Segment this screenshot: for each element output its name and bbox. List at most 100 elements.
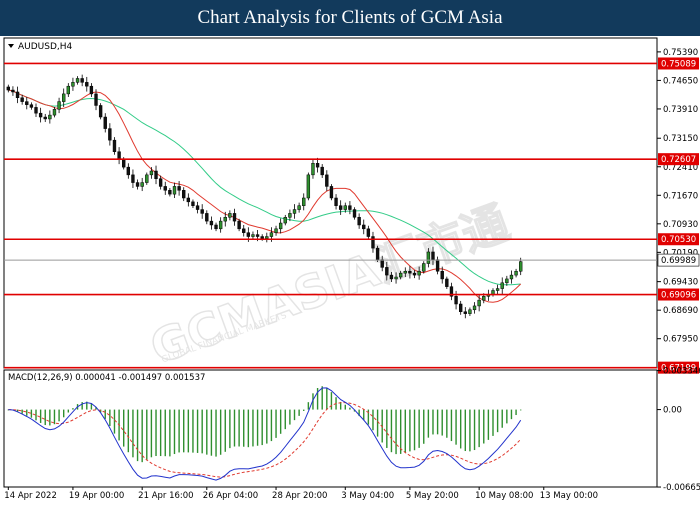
macd-histogram-bar — [303, 409, 305, 411]
bearish-candle — [366, 228, 371, 237]
macd-histogram-bar — [376, 409, 379, 437]
price-y-tick-label: 0.74650 — [663, 76, 698, 86]
macd-main-line — [8, 387, 522, 481]
bearish-candle — [255, 234, 260, 237]
macd-histogram-bar — [81, 402, 83, 410]
macd-histogram-bar — [229, 409, 231, 449]
macd-signal-line — [8, 402, 522, 478]
x-tick-label: 3 May 04:00 — [341, 491, 394, 500]
macd-histogram-bar — [243, 409, 245, 447]
macd-pane: MACD(12,26,9) 0.000041 -0.001497 0.00153… — [3, 367, 700, 493]
bearish-candle — [329, 186, 334, 199]
bullish-candle — [468, 309, 472, 314]
bearish-candle — [94, 93, 98, 106]
price-y-tick-label: 0.71670 — [663, 191, 698, 201]
bearish-candle — [6, 86, 10, 91]
macd-histogram-bar — [183, 409, 185, 453]
bullish-candle — [292, 209, 297, 214]
macd-y-tick-label: -0.006653 — [663, 483, 700, 493]
title-banner: Chart Analysis for Clients of GCM Asia — [0, 0, 700, 36]
bullish-candle — [149, 170, 154, 176]
bearish-candle — [126, 166, 131, 176]
banner-title: Chart Analysis for Clients of GCM Asia — [197, 7, 503, 28]
bullish-candle — [274, 228, 278, 233]
macd-histogram-bar — [256, 409, 259, 446]
macd-histogram-bar — [436, 409, 439, 435]
macd-histogram-bar — [501, 409, 503, 428]
bearish-candle — [325, 174, 329, 187]
price-level-badge — [658, 288, 699, 301]
bullish-candle — [403, 270, 407, 274]
bullish-candle — [306, 174, 311, 199]
bullish-candle — [283, 217, 287, 224]
price-y-tick-label: 0.73150 — [663, 134, 698, 144]
bearish-candle — [122, 159, 126, 168]
bearish-candle — [98, 105, 103, 118]
price-y-tick-label: 0.75390 — [663, 48, 698, 58]
bearish-candle — [362, 224, 366, 230]
bearish-candle — [348, 205, 352, 210]
bearish-candle — [89, 85, 94, 95]
macd-histogram-bar — [266, 409, 268, 444]
bearish-candle — [168, 190, 172, 195]
macd-histogram-bar — [519, 409, 522, 411]
macd-histogram-bar — [427, 409, 430, 438]
bullish-candle — [343, 205, 347, 210]
price-level-label: 0.69096 — [661, 291, 696, 301]
x-tick-label: 13 May 00:00 — [540, 491, 598, 500]
macd-histogram-bar — [26, 409, 28, 416]
bearish-candle — [440, 270, 444, 280]
price-y-tick-label: 0.70930 — [663, 220, 698, 230]
current-price-badge — [657, 253, 700, 267]
macd-histogram-bar — [127, 409, 130, 453]
macd-histogram-bar — [123, 409, 125, 447]
macd-histogram-bar — [298, 409, 300, 416]
bearish-candle — [80, 78, 84, 83]
macd-histogram-bar — [252, 409, 254, 447]
bullish-candle — [218, 220, 223, 230]
macd-histogram-bar — [455, 409, 457, 445]
macd-histogram-bar — [326, 387, 328, 410]
bearish-candle — [29, 104, 34, 108]
bearish-candle — [232, 213, 237, 222]
chart-svg: GCMASIA汇市通 GLOBAL FINANCIAL MARKETS AUDU… — [3, 37, 700, 501]
bullish-candle — [228, 213, 232, 218]
bearish-candle — [431, 251, 435, 260]
bearish-candle — [357, 217, 361, 226]
x-tick-label: 19 Apr 00:00 — [69, 491, 124, 500]
macd-histogram-bar — [381, 409, 383, 443]
macd-histogram-bar — [510, 409, 513, 420]
bullish-candle — [514, 270, 518, 276]
bullish-candle — [145, 174, 149, 183]
symbol-label: AUDUSD,H4 — [18, 42, 73, 52]
macd-histogram-bar — [330, 392, 333, 410]
bearish-candle — [352, 209, 357, 218]
price-pane: AUDUSD,H4 0.75390 0.74650 0.73910 0.73150 0.7… — [3, 37, 700, 374]
macd-histogram-bar — [478, 409, 480, 448]
macd-histogram-bar — [58, 409, 60, 422]
price-level-label: 0.67199 — [661, 364, 696, 374]
bullish-candle — [311, 163, 315, 176]
chart-area: GCMASIA汇市通 GLOBAL FINANCIAL MARKETS AUDU… — [0, 36, 700, 501]
x-tick-label: 5 May 20:00 — [406, 491, 459, 500]
macd-histogram-bar — [21, 409, 23, 414]
macd-histogram-bar — [284, 409, 286, 430]
bearish-candle — [38, 112, 43, 118]
macd-histogram-bar — [90, 403, 93, 410]
price-level-badge — [658, 153, 699, 166]
bearish-candle — [371, 236, 375, 249]
macd-histogram-bar — [150, 409, 153, 458]
macd-label: MACD(12,26,9) 0.000041 -0.001497 0.00153… — [8, 373, 205, 383]
bullish-candle — [505, 278, 509, 284]
macd-histogram-bar — [169, 409, 171, 457]
macd-histogram-bar — [35, 409, 37, 421]
bearish-candle — [375, 247, 380, 260]
macd-histogram-bar — [390, 409, 393, 453]
bullish-candle — [75, 78, 80, 83]
slow-moving-average-line — [8, 89, 521, 286]
price-level-label: 0.72607 — [661, 155, 696, 165]
bearish-candle — [454, 296, 458, 305]
macd-histogram-bar — [349, 407, 351, 410]
macd-histogram-bar — [132, 409, 134, 458]
bearish-candle — [154, 170, 158, 179]
